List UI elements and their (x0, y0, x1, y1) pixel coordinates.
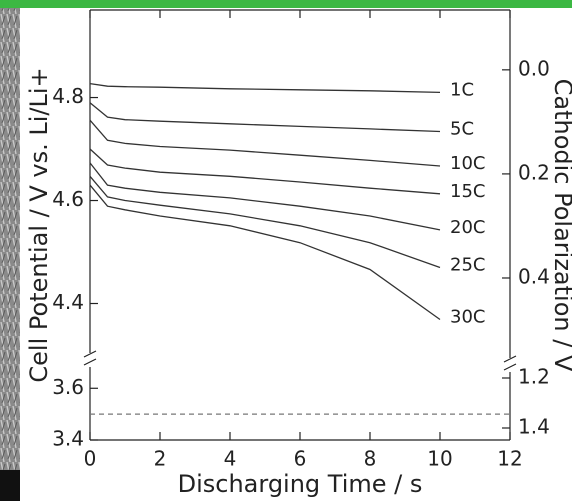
plot-background (20, 8, 572, 501)
y2-tick-label: 1.2 (518, 365, 550, 389)
series-line (89, 82, 441, 94)
x-tick-label: 4 (224, 447, 237, 471)
series-label: 10C (450, 153, 485, 174)
series-line (89, 119, 441, 167)
y-tick-label: 3.6 (52, 375, 84, 399)
y-tick-label: 4.8 (52, 84, 84, 108)
series-label: 20C (450, 217, 485, 238)
x-tick-label: 10 (427, 447, 452, 471)
y2-tick-label: 0.0 (518, 56, 550, 80)
x-axis-title: Discharging Time / s (178, 470, 423, 498)
y2-tick-label: 0.2 (518, 160, 550, 184)
x-tick-label: 8 (364, 447, 377, 471)
y-axis-title: Cell Potential / V vs. Li/Li+ (25, 67, 53, 382)
series-label: 1C (450, 79, 474, 100)
x-tick-label: 0 (84, 447, 97, 471)
y2-tick-label: 0.4 (518, 264, 550, 288)
x-tick-label: 2 (154, 447, 167, 471)
series-line (89, 184, 441, 321)
x-tick-label: 6 (294, 447, 307, 471)
top-bar (0, 0, 572, 8)
series-line (89, 162, 441, 231)
x-tick-label: 12 (497, 447, 522, 471)
y2-tick-label: 1.4 (518, 415, 550, 439)
series-label: 15C (450, 181, 485, 202)
series-label: 30C (450, 306, 485, 327)
series-line (89, 175, 441, 269)
series-label: 5C (450, 119, 474, 140)
y2-axis-title: Cathodic Polarization / V (549, 79, 572, 372)
y-tick-label: 3.4 (52, 427, 84, 451)
series-label: 25C (450, 254, 485, 275)
y-tick-label: 4.4 (52, 290, 84, 314)
series-line (89, 148, 441, 195)
series-line (89, 102, 441, 133)
y-tick-label: 4.6 (52, 187, 84, 211)
